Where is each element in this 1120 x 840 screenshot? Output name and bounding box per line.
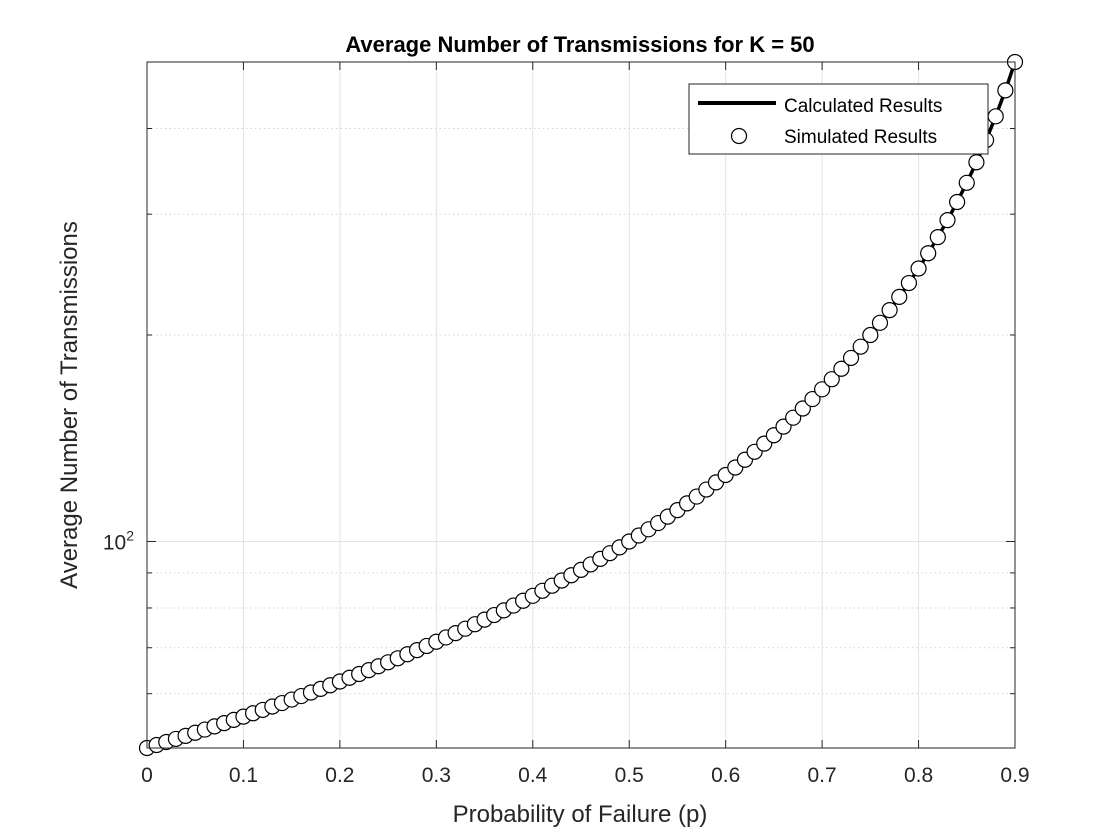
y-axis-ticks: 102 [103,61,1015,749]
x-tick-label: 0.9 [1000,764,1029,787]
y-tick-label: 102 [103,527,134,554]
simulated-results-point [968,154,985,171]
simulated-results-point [794,400,811,417]
x-axis-title: Probability of Failure (p) [453,801,708,828]
simulated-results-markers [138,53,1024,757]
plot-area [147,62,1015,748]
simulated-results-point [910,260,927,277]
simulated-results-point [939,211,956,229]
x-tick-label: 0 [141,764,153,787]
simulated-results-point [871,314,889,331]
simulated-results-point [833,360,850,377]
legend-label-calculated: Calculated Results [784,96,942,117]
x-tick-label: 0.3 [422,764,451,787]
x-tick-label: 0.8 [904,764,933,787]
simulated-results-point [862,326,879,344]
simulated-results-point [920,245,937,262]
x-tick-label: 0.2 [325,764,354,787]
simulated-results-point [881,302,898,319]
simulated-results-point [958,174,975,191]
simulated-results-point [804,390,821,408]
x-axis-ticks: 0 0.1 0.2 0.3 0.4 0.5 0.6 0.7 0.8 0.9 [141,62,1030,787]
simulated-results-point [842,349,860,367]
simulated-results-point [852,338,869,355]
simulated-results-point [823,371,840,388]
simulated-results-point [891,288,908,305]
legend: Calculated Results Simulated Results [688,83,989,155]
x-tick-label: 0.4 [518,764,548,787]
y-axis-title: Average Number of Transmissions [56,221,83,589]
simulated-results-point [814,381,831,398]
x-tick-label: 0.5 [615,764,644,787]
simulated-results-point [997,82,1014,99]
plot-border [146,61,1016,749]
x-tick-label: 0.7 [808,764,837,787]
simulated-results-point [987,108,1004,125]
x-tick-label: 0.1 [229,764,258,787]
simulated-results-point [900,274,918,292]
chart-title: Average Number of Transmissions for K = … [345,32,814,57]
x-tick-label: 0.6 [711,764,740,787]
legend-marker-swatch [730,127,748,145]
simulated-results-point [929,229,946,246]
legend-label-simulated: Simulated Results [784,127,937,148]
simulated-results-point [949,193,966,211]
